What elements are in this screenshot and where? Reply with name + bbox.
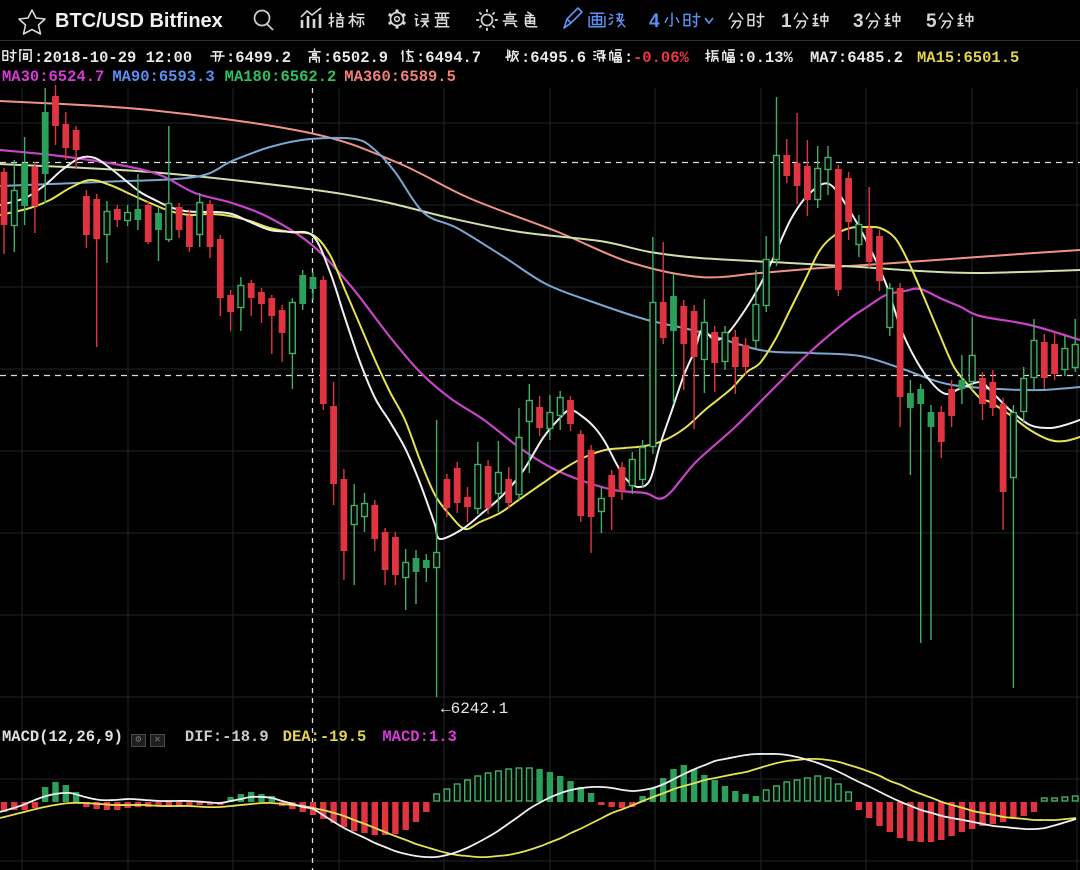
svg-text:←6242.1: ←6242.1 bbox=[441, 700, 508, 718]
svg-text::6499.2: :6499.2 bbox=[226, 49, 291, 67]
svg-text::0.13%: :0.13% bbox=[737, 49, 794, 67]
svg-text::6495.6: :6495.6 bbox=[521, 49, 586, 67]
svg-text::2018-10-29 12:00: :2018-10-29 12:00 bbox=[34, 49, 192, 67]
svg-text:MA7:6485.2: MA7:6485.2 bbox=[810, 49, 903, 67]
svg-text:BTC/USD Bitfinex: BTC/USD Bitfinex bbox=[55, 10, 223, 32]
svg-text:4: 4 bbox=[649, 11, 660, 32]
svg-text:MA15:6501.5: MA15:6501.5 bbox=[917, 49, 1019, 67]
svg-text:5: 5 bbox=[926, 11, 937, 32]
svg-text:-0.06%: -0.06% bbox=[633, 49, 690, 67]
svg-text:3: 3 bbox=[853, 11, 864, 32]
svg-text::6502.9: :6502.9 bbox=[323, 49, 388, 67]
svg-text::6494.7: :6494.7 bbox=[416, 49, 481, 67]
svg-text:1: 1 bbox=[781, 11, 792, 32]
svg-text::: : bbox=[624, 49, 633, 67]
